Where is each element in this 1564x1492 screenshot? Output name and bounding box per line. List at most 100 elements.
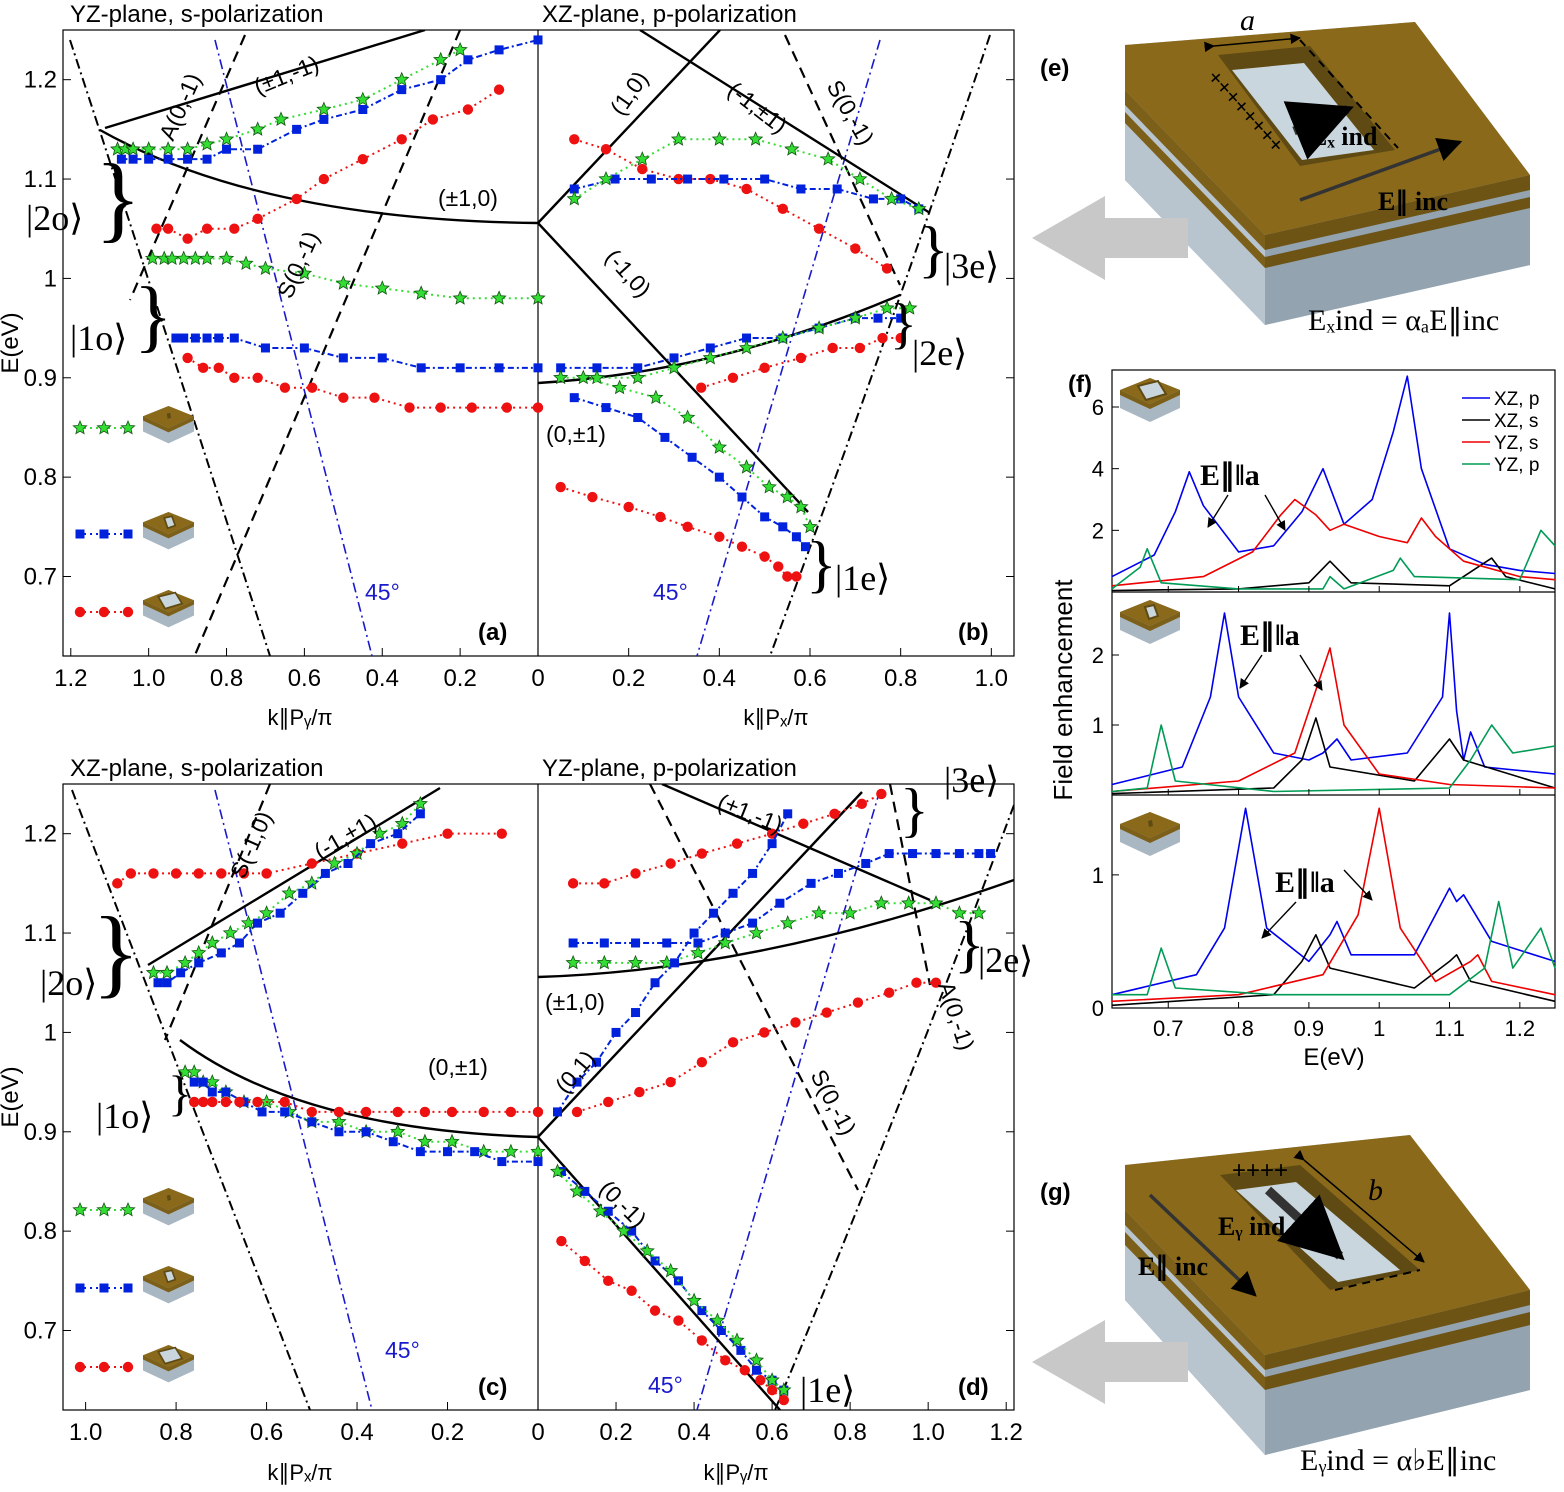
panel-f-letter: (f): [1068, 371, 1092, 398]
f-ytick-top-label-2: 2: [1092, 518, 1104, 543]
panel-f-annot-arrows: [1207, 494, 1373, 939]
label-d-pm1-0: (±1,0): [545, 989, 605, 1015]
point-d-2-12: [928, 895, 944, 910]
point-d-1-16: [986, 849, 996, 859]
point-d-1-13: [931, 849, 941, 859]
label-a-S0m1: S(0,-1): [272, 227, 324, 302]
f-xtick-label-3: 1: [1373, 1016, 1385, 1041]
point-b-7-7: [760, 512, 770, 522]
xtick-label-xticks-b-3: 0.8: [884, 665, 917, 692]
panel-f-ylabel: Field enhancement: [1048, 579, 1078, 801]
point-c-2-2: [176, 968, 186, 978]
f-xtick-label-5: 1.2: [1505, 1016, 1536, 1041]
point-d-4-8: [709, 908, 719, 918]
point-c-1-2: [177, 954, 193, 970]
point-d-1-14: [954, 849, 964, 859]
brace-a-1o: }: [134, 272, 172, 360]
f-xtick-label-1: 0.8: [1223, 1016, 1254, 1041]
label-b-1-0: (1,0): [605, 66, 653, 120]
point-d-4-5: [650, 978, 660, 988]
point-a-3-13: [452, 290, 468, 305]
point-a-1-2: [144, 154, 154, 164]
point-d-2-2: [627, 954, 644, 970]
point-c-4-9: [361, 1127, 371, 1137]
point-d-2-6: [748, 924, 765, 940]
xtick-label-xticks-c-2: 0.6: [250, 1419, 283, 1446]
point-b-2-7: [820, 151, 836, 166]
point-c-1-5: [222, 924, 238, 940]
panel-g-diagram: ++++: [1125, 1135, 1530, 1455]
point-d-4-0: [553, 1107, 563, 1117]
f-ytick-bot-label-0: 1: [1092, 863, 1104, 888]
panel-d-xlabel: k∥Pᵧ/π: [703, 1460, 768, 1485]
point-d-2-1: [596, 954, 613, 970]
point-c-2-13: [415, 809, 425, 819]
panel-c-d-lines: [71, 784, 1014, 1410]
point-b-7-8: [778, 522, 788, 532]
point-d-6-1: [580, 1186, 590, 1196]
label-b-0-pm1: (0,±1): [546, 421, 606, 447]
point-c-4-8: [334, 1127, 344, 1137]
point-d-0-6: [766, 828, 778, 839]
label-d-45: 45°: [648, 1372, 683, 1398]
f-ytick-top-label-1: 4: [1092, 457, 1104, 482]
point-a-3-15: [530, 290, 546, 305]
point-d-5-11: [778, 1394, 790, 1406]
point-c-5-7: [306, 1106, 318, 1118]
point-b-1-2: [646, 174, 656, 184]
f-legend-label-3: YZ, p: [1494, 455, 1539, 476]
panel-f-insets: [1120, 378, 1180, 856]
series-d-3-line: [576, 981, 936, 1113]
point-a-3-8: [257, 260, 274, 275]
legend-marker-legend-c-0-0: [72, 1201, 88, 1217]
point-c-2-5: [234, 938, 244, 948]
point-b-7-10: [800, 542, 810, 552]
legend-marker-legend-c-1-0: [75, 1283, 85, 1293]
point-a-4-9: [377, 353, 387, 363]
point-d-6-2: [603, 1206, 613, 1216]
point-d-3-8: [821, 1007, 832, 1018]
point-b-6-8: [773, 561, 784, 572]
point-a-2-11: [462, 104, 474, 115]
point-c-4-11: [415, 1147, 425, 1157]
point-b-3-7: [895, 332, 906, 344]
point-b-5-8: [847, 310, 864, 325]
point-a-0-8: [249, 121, 266, 136]
point-a-5-8: [369, 392, 380, 403]
f-series-2-3: [1112, 900, 1556, 996]
point-d-0-10: [876, 788, 887, 800]
f-series-1-1: [1111, 717, 1556, 795]
xtick-label-xticks-c-0: 1.0: [69, 1419, 102, 1446]
panel-f-annot-2: E∥‖a: [1240, 619, 1300, 652]
point-a-2-9: [396, 134, 407, 145]
panel-a-ylabel: E(eV): [0, 312, 24, 373]
state-b-1e: |1e⟩: [835, 558, 890, 598]
point-d-7-11: [776, 1382, 792, 1397]
ytick-label-yticks-top-0: 1.2: [24, 67, 57, 94]
series-b-7-line: [573, 396, 807, 548]
point-d-3-10: [883, 987, 895, 998]
brace-c-2o: }: [92, 896, 140, 1007]
point-b-7-1: [601, 403, 611, 413]
point-d-2-13: [951, 905, 967, 920]
brace-d-2e: }: [954, 908, 985, 979]
point-b-2-2: [634, 151, 650, 166]
panel-f-plots: [1111, 375, 1556, 1007]
point-b-0-0: [569, 134, 580, 145]
point-d-7-1: [569, 1183, 585, 1198]
point-d-7-6: [686, 1292, 702, 1308]
brace-c-1o: }: [168, 1065, 192, 1121]
f-series-0-0: [1111, 375, 1556, 578]
point-c-0-12: [496, 828, 508, 839]
panel-c-letter: (c): [478, 1374, 507, 1401]
point-d-4-10: [748, 868, 758, 878]
point-a-0-12: [394, 71, 410, 87]
point-c-1-0: [145, 964, 162, 980]
legend-marker-legend-c-2-1: [98, 1361, 110, 1373]
panel-b-xlabel: k∥Pₓ/π: [743, 705, 808, 730]
point-d-4-11: [767, 839, 777, 849]
point-d-3-1: [603, 1096, 614, 1108]
point-c-0-3: [170, 868, 182, 879]
point-a-3-4: [187, 250, 203, 266]
point-b-1-6: [796, 184, 806, 194]
